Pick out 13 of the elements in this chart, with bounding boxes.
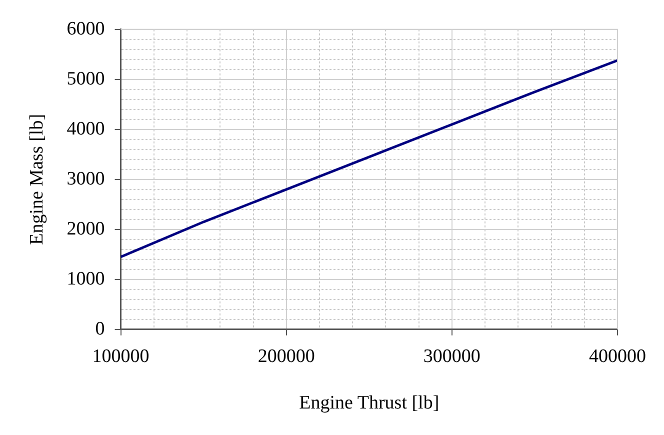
x-tick-label: 300000	[423, 346, 480, 367]
x-tick-label: 100000	[92, 346, 150, 367]
y-tick-label: 2000	[66, 218, 105, 240]
y-tick-label: 4000	[66, 118, 105, 140]
x-tick-label: 200000	[258, 346, 315, 367]
y-tick-label: 3000	[66, 168, 105, 190]
y-tick-label: 0	[95, 318, 105, 340]
x-axis-title: Engine Thrust [lb]	[299, 392, 440, 414]
y-axis-title: Engine Mass [lb]	[26, 114, 48, 245]
y-tick-label: 5000	[66, 68, 105, 90]
y-tick-label: 6000	[66, 18, 105, 40]
y-tick-label: 1000	[66, 268, 105, 290]
x-tick-label: 400000	[589, 346, 646, 367]
